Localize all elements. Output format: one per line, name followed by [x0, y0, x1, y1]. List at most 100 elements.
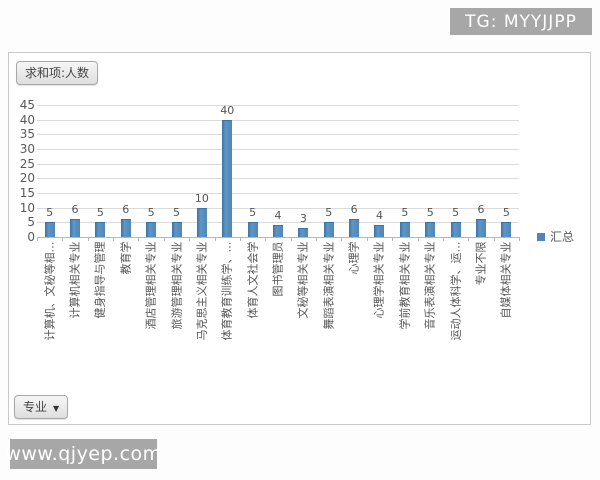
- y-axis-tick-label: 35: [19, 127, 35, 142]
- bar-value-label: 3: [299, 212, 307, 226]
- bar-value-label: 4: [375, 209, 383, 223]
- bar: [273, 225, 283, 237]
- watermark-bottom: www.qjyep.com: [5, 439, 161, 469]
- axis-field-label: 专业: [23, 400, 48, 414]
- axis-tick: [62, 237, 64, 241]
- value-field-label: 求和项:人数: [25, 66, 90, 80]
- y-axis-tick-label: 15: [19, 186, 35, 200]
- watermark-bottom-text: www.qjyep.com: [5, 443, 162, 465]
- category-label: 教育学: [119, 241, 133, 275]
- bar-value-label: 10: [194, 191, 209, 205]
- bar: [425, 222, 436, 237]
- axis-tick: [138, 237, 140, 241]
- category-label: 舞蹈表演相关专业: [322, 241, 336, 330]
- bar: [120, 219, 131, 237]
- axis-tick: [316, 237, 318, 241]
- axis-tick: [265, 237, 267, 241]
- category-label: 旅游管理相关专业: [170, 241, 184, 330]
- bar: [196, 207, 207, 237]
- category-label: 计算机、文秘等相…: [43, 241, 57, 341]
- category-label: 健身指导与管理: [93, 241, 107, 319]
- bar-value-label: 6: [122, 203, 130, 217]
- gridline: [37, 119, 519, 121]
- gridline: [37, 193, 519, 194]
- y-axis-tick-label: 40: [19, 112, 35, 127]
- axis-tick: [417, 237, 419, 241]
- gridline: [37, 207, 519, 209]
- axis-field-button[interactable]: 专业 ▼: [14, 395, 69, 419]
- y-axis-tick-label: 10: [19, 200, 35, 215]
- bar-value-label: 6: [350, 203, 358, 217]
- bar-value-label: 5: [46, 206, 54, 220]
- y-axis-tick-label: 5: [27, 215, 35, 230]
- bar: [247, 222, 258, 237]
- axis-tick: [214, 237, 216, 241]
- bar-value-label: 5: [426, 206, 434, 220]
- bar: [298, 228, 309, 237]
- bar-value-label: 5: [147, 206, 155, 220]
- bar: [374, 225, 385, 237]
- category-label: 心理学相关专业: [372, 241, 386, 319]
- y-axis-tick-label: 0: [27, 230, 35, 244]
- axis-tick: [113, 237, 115, 241]
- bar-value-label: 6: [71, 203, 79, 217]
- dropdown-arrow-icon: ▼: [53, 404, 60, 413]
- bar-value-label: 6: [477, 203, 485, 217]
- legend-swatch-icon: [537, 232, 545, 241]
- axis-tick: [341, 237, 343, 241]
- gridline: [37, 222, 519, 224]
- bar: [95, 222, 106, 237]
- bar: [222, 119, 233, 237]
- bar: [475, 219, 486, 237]
- gridline: [37, 178, 519, 180]
- axis-tick: [290, 237, 292, 241]
- axis-tick: [493, 237, 495, 241]
- category-label: 学前教育相关专业: [398, 241, 412, 330]
- gridline: [37, 149, 519, 150]
- bar: [171, 222, 182, 237]
- axis-tick: [189, 237, 191, 241]
- axis-tick: [239, 237, 241, 241]
- bar-value-label: 5: [96, 206, 104, 220]
- bar: [70, 219, 81, 237]
- bar-value-label: 4: [274, 209, 282, 223]
- y-axis-tick-label: 45: [19, 98, 35, 112]
- category-label: 文秘等相关专业: [296, 241, 310, 319]
- bar: [450, 222, 461, 237]
- bar: [501, 222, 512, 237]
- category-label: 体育教育训练学、…: [220, 241, 234, 341]
- category-label: 酒店管理相关专业: [144, 241, 158, 330]
- value-field-button[interactable]: 求和项:人数: [16, 61, 99, 85]
- gridline: [37, 134, 519, 136]
- pivot-chart-frame: 求和项:人数 汇总 专业 ▼ 0 5 10 15 20 25 30 35 40 45 5 计算机、文秘等…: [8, 52, 591, 425]
- bar: [323, 222, 334, 237]
- category-label: 马克思主义相关专业: [195, 241, 209, 341]
- bar-value-label: 5: [452, 206, 460, 220]
- bar: [399, 222, 410, 237]
- category-label: 计算机相关专业: [68, 241, 82, 319]
- watermark-top-text: TG: MYYJJPP: [465, 11, 577, 32]
- bar: [44, 222, 55, 237]
- y-axis-tick-label: 20: [19, 171, 35, 186]
- gridline: [37, 163, 519, 165]
- bar: [349, 219, 360, 237]
- axis-tick: [366, 237, 368, 241]
- bar-value-label: 5: [502, 206, 510, 220]
- bar-value-label: 5: [325, 206, 333, 220]
- axis-tick: [163, 237, 165, 241]
- bar-value-label: 5: [173, 206, 181, 220]
- category-label: 音乐表演相关专业: [423, 241, 437, 330]
- axis-tick: [37, 237, 38, 241]
- legend-label: 汇总: [550, 230, 575, 244]
- axis-tick: [442, 237, 444, 241]
- bar-value-label: 5: [249, 206, 257, 220]
- bar: [146, 222, 157, 237]
- category-label: 自媒体相关专业: [499, 241, 513, 319]
- axis-tick: [468, 237, 470, 241]
- axis-tick: [392, 237, 394, 241]
- bar-value-label: 40: [220, 103, 235, 117]
- watermark-top: TG: MYYJJPP: [450, 8, 592, 35]
- category-label: 图书管理员: [271, 241, 285, 297]
- gridline: [37, 105, 519, 106]
